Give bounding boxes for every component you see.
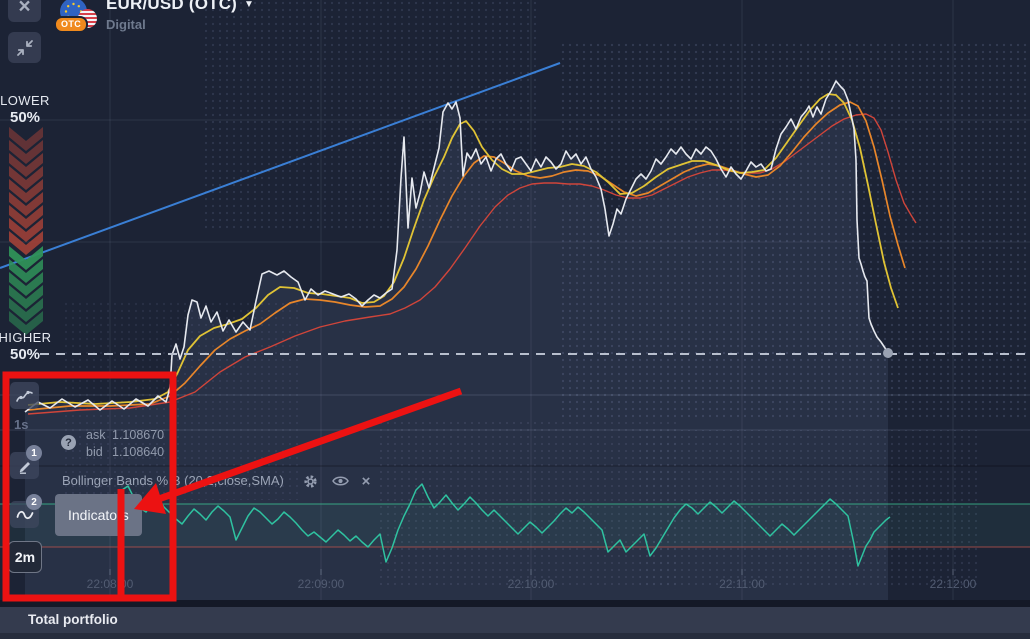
last-price-dot <box>883 348 893 358</box>
indicator-remove-button[interactable]: × <box>357 472 375 490</box>
indicator-settings-button[interactable] <box>301 472 319 490</box>
ask-label: ask <box>86 428 106 442</box>
sentiment-higher-label: HIGHER <box>0 330 52 345</box>
collapse-button[interactable] <box>8 32 41 63</box>
instrument-selector[interactable]: EUR/USD (OTC) ▼ <box>106 0 254 14</box>
ma-fast-yellow <box>27 93 899 406</box>
time-tick-label: 22:08:00 <box>86 577 134 591</box>
close-icon: × <box>18 0 31 18</box>
indicator-visibility-button[interactable] <box>331 472 349 490</box>
time-tick-label: 22:09:00 <box>297 577 345 591</box>
price-line <box>24 80 889 413</box>
instrument-flags: OTC <box>54 0 104 38</box>
sentiment-lower: LOWER 50% <box>0 93 52 126</box>
page-title: EUR/USD (OTC) <box>106 0 238 13</box>
otc-badge: OTC <box>54 16 89 33</box>
eye-icon <box>331 476 349 486</box>
quote-block: ask 1.108670 bid 1.108640 <box>86 427 164 461</box>
chart-type-button[interactable] <box>10 382 39 409</box>
drawing-tools-badge: 1 <box>26 445 42 461</box>
indicator-name-label: Bollinger Bands % B (20,2,close,SMA) <box>62 473 284 488</box>
close-icon: × <box>361 472 371 490</box>
timeframe-label-1s[interactable]: 1s <box>14 417 29 432</box>
sentiment-higher: HIGHER 50% <box>0 330 52 363</box>
sentiment-higher-percent: 50% <box>9 346 41 363</box>
ask-value: 1.108670 <box>112 428 165 442</box>
help-icon[interactable]: ? <box>61 435 76 450</box>
instrument-type-label: Digital <box>106 17 146 32</box>
indicators-tooltip: Indicators <box>55 494 142 536</box>
oscillator-pane <box>0 503 1030 548</box>
time-tick-label: 22:11:00 <box>719 577 765 591</box>
trendline <box>0 62 561 269</box>
ma-mid-orange <box>27 101 906 411</box>
time-tick-label: 22:12:00 <box>929 577 977 591</box>
chart-type-icon <box>16 390 33 402</box>
close-button[interactable]: × <box>8 0 41 22</box>
world-map-dots <box>60 0 1030 590</box>
time-tick-label: 22:10:00 <box>507 577 555 591</box>
ma-slow-red <box>27 113 917 415</box>
bid-label: bid <box>86 445 103 459</box>
sentiment-lower-label: LOWER <box>0 93 50 108</box>
sentiment-lower-percent: 50% <box>9 109 41 126</box>
oscillator-line <box>59 483 891 567</box>
ask-row: ask 1.108670 <box>86 427 164 444</box>
total-portfolio-label: Total portfolio <box>28 612 118 627</box>
bid-row: bid 1.108640 <box>86 444 164 461</box>
chevron-down-icon: ▼ <box>244 0 255 10</box>
bottom-edge-strip <box>0 633 1030 639</box>
bottom-divider <box>0 600 1030 607</box>
timeframe-2m-label: 2m <box>14 549 36 565</box>
bid-value: 1.108640 <box>112 445 165 459</box>
timeframe-button-2m[interactable]: 2m <box>8 541 42 573</box>
sentiment-chevrons <box>9 127 43 335</box>
indicators-badge: 2 <box>26 494 42 510</box>
gear-icon <box>303 474 317 488</box>
collapse-icon <box>16 39 33 56</box>
total-portfolio-bar[interactable]: Total portfolio <box>0 607 1030 633</box>
